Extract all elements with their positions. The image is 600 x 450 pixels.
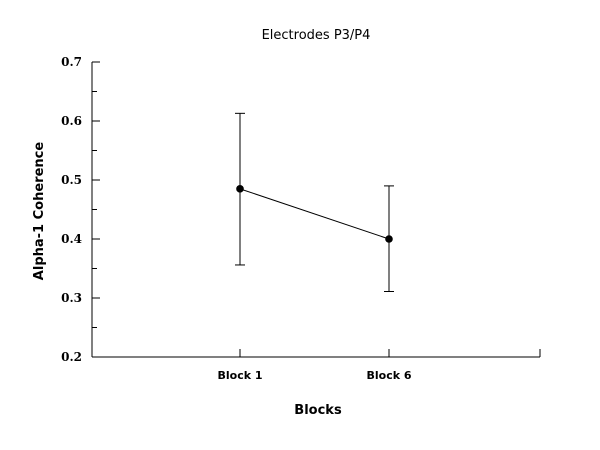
y-tick-label: 0.7 bbox=[61, 55, 82, 69]
data-point bbox=[385, 235, 393, 243]
y-tick-label: 0.3 bbox=[61, 291, 82, 305]
x-axis-label: Blocks bbox=[294, 403, 342, 418]
series bbox=[235, 112, 394, 293]
y-ticks: 0.2 0.3 0.4 0.5 0.6 0.7 bbox=[61, 55, 100, 364]
series-line bbox=[239, 188, 390, 240]
axes bbox=[91, 62, 541, 358]
y-tick-label: 0.2 bbox=[61, 350, 82, 364]
chart-title: Electrodes P3/P4 bbox=[262, 28, 371, 43]
x-tick-label: Block 1 bbox=[217, 369, 262, 382]
x-ticks: Block 1 Block 6 bbox=[217, 349, 412, 382]
data-point bbox=[236, 185, 244, 193]
y-tick-label: 0.5 bbox=[61, 173, 82, 187]
y-tick-label: 0.4 bbox=[61, 232, 82, 246]
y-axis-label: Alpha-1 Coherence bbox=[32, 142, 47, 281]
x-tick-label: Block 6 bbox=[366, 369, 411, 382]
y-tick-label: 0.6 bbox=[61, 114, 82, 128]
